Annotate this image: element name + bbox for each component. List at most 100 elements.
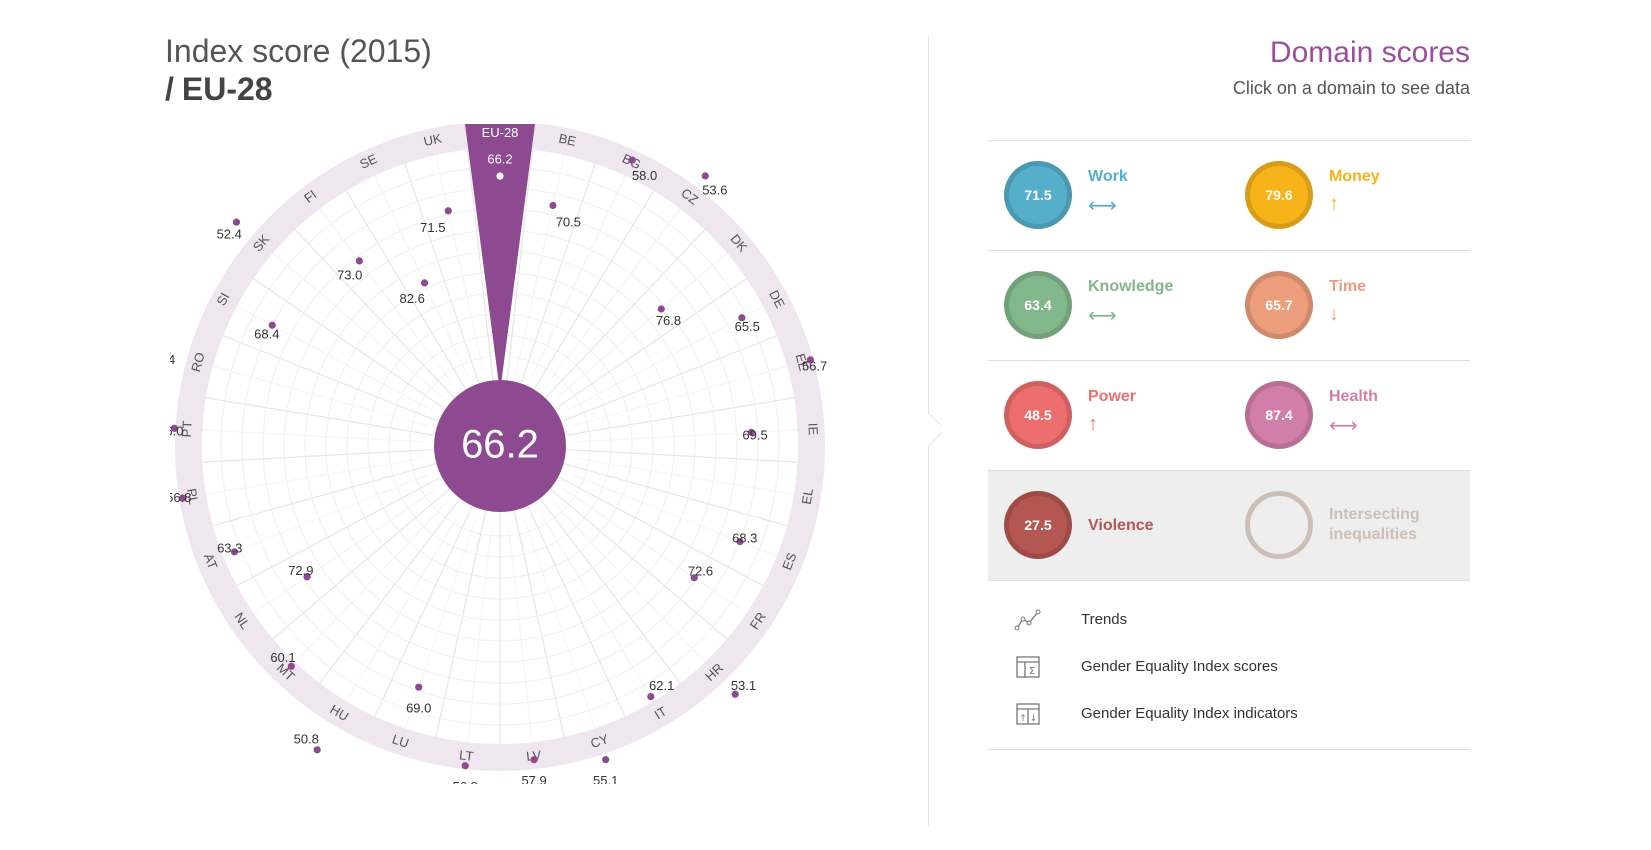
- domain-time[interactable]: 65.7 Time ↓: [1229, 251, 1470, 360]
- grid-spoke-minor: [435, 154, 485, 372]
- country-score-dot: [313, 746, 321, 754]
- country-score-dot: [461, 762, 469, 770]
- country-value-label: 56.7: [802, 358, 827, 373]
- country-label: SE: [357, 151, 379, 172]
- svg-text:Σ: Σ: [1029, 666, 1035, 677]
- country-label: PL: [184, 487, 201, 505]
- country-label: ES: [779, 550, 799, 572]
- country-label: EU-28: [482, 125, 519, 140]
- domain-money[interactable]: 79.6 Money ↑: [1229, 141, 1470, 250]
- country-value-label: 52.4: [217, 226, 242, 241]
- country-value-label: 69.0: [406, 701, 431, 716]
- country-label: UK: [422, 130, 443, 149]
- domain-name: Work: [1088, 168, 1128, 185]
- country-score-dot: [303, 573, 311, 581]
- country-value-label: 56.0: [170, 424, 183, 439]
- country-value-label: 63.3: [217, 541, 242, 556]
- grid-spoke-minor: [575, 429, 798, 443]
- grid-spoke-minor: [538, 510, 655, 702]
- country-value-label: 53.1: [731, 678, 756, 693]
- grid-spoke: [374, 505, 473, 717]
- country-value-label: 76.8: [656, 313, 681, 328]
- domain-name-line1: Intersecting: [1329, 506, 1420, 523]
- panel-divider-notch: [928, 412, 942, 448]
- grid-spoke: [205, 397, 435, 436]
- grid-spoke: [404, 163, 480, 384]
- trend-up-icon: ↑: [1088, 413, 1098, 435]
- grid-spoke: [554, 278, 747, 410]
- country-score-dot: [602, 756, 610, 764]
- selected-country-wedge: [465, 124, 535, 381]
- index-scores-link[interactable]: Σ Gender Equality Index scores: [988, 643, 1470, 690]
- domain-health[interactable]: 87.4 Health ⟷: [1229, 361, 1470, 470]
- country-label: BE: [557, 131, 577, 149]
- country-score-dot: [496, 172, 504, 180]
- country-value-label: 73.0: [337, 267, 362, 282]
- grid-spoke-minor: [531, 175, 626, 378]
- country-value-label: 53.6: [702, 182, 727, 197]
- grid-spoke: [561, 335, 778, 423]
- grid-spoke: [294, 229, 456, 399]
- country-score-dot: [230, 548, 239, 556]
- trends-link[interactable]: Trends: [988, 596, 1470, 643]
- grid-spoke-minor: [562, 488, 747, 614]
- domain-name: Time: [1329, 278, 1367, 295]
- grid-spoke-minor: [253, 488, 438, 614]
- country-score-dot: [690, 574, 698, 582]
- index-indicators-link-label: Gender Equality Index indicators: [1081, 705, 1298, 722]
- grid-spoke: [435, 510, 487, 738]
- trend-down-icon: ↓: [1329, 303, 1339, 325]
- grid-spoke-minor: [374, 175, 469, 378]
- country-value-label: 70.5: [556, 215, 581, 230]
- domain-work[interactable]: 71.5 Work ⟷: [988, 141, 1229, 250]
- domain-intersecting-inequalities[interactable]: Intersecting inequalities: [1229, 471, 1470, 580]
- country-score-dot: [170, 424, 179, 432]
- grid-spoke: [539, 498, 681, 684]
- country-score-dot: [736, 538, 744, 546]
- country-value-label: 57.9: [521, 773, 546, 784]
- country-score-dot: [738, 314, 746, 322]
- grid-spoke: [345, 190, 467, 390]
- country-value-label: 56.8: [453, 779, 478, 784]
- country-value-label: 62.1: [649, 678, 674, 693]
- country-value-label: 72.6: [688, 564, 713, 579]
- country-value-label: 55.1: [593, 773, 618, 784]
- domain-score-circle: 87.4: [1245, 381, 1313, 449]
- country-label: LV: [525, 747, 542, 764]
- index-indicators-link[interactable]: ↑ ↓ Gender Equality Index indicators: [988, 690, 1470, 737]
- grid-spoke: [236, 476, 442, 587]
- domain-name: Intersecting inequalities: [1329, 505, 1420, 545]
- domain-power[interactable]: 48.5 Power ↑: [988, 361, 1229, 470]
- country-value-label: 68.4: [254, 327, 279, 342]
- grid-spoke: [533, 190, 655, 390]
- updown-table-icon: ↑ ↓: [1013, 700, 1043, 728]
- country-score-dot: [731, 690, 739, 698]
- domain-knowledge[interactable]: 63.4 Knowledge ⟷: [988, 251, 1229, 360]
- domain-violence[interactable]: 27.5 Violence: [988, 471, 1229, 580]
- grid-spoke-minor: [345, 510, 462, 702]
- domain-name: Violence: [1088, 517, 1154, 534]
- trend-up-icon: ↑: [1329, 193, 1339, 215]
- grid-spoke-minor: [545, 208, 681, 386]
- grid-spoke: [527, 505, 626, 717]
- tool-links: Trends Σ Gender Equality Index scores ↑ ↓…: [988, 596, 1470, 750]
- grid-spoke: [558, 476, 764, 587]
- grid-spoke-minor: [557, 252, 728, 398]
- domain-panel-header: Domain scores Click on a domain to see d…: [1233, 36, 1470, 99]
- domain-score-circle: 71.5: [1004, 161, 1072, 229]
- country-value-label: 52.4: [170, 352, 175, 367]
- grid-spoke-minor: [272, 252, 443, 398]
- country-label: PT: [179, 420, 195, 437]
- country-label: LT: [458, 747, 474, 763]
- country-score-dot: [701, 172, 709, 180]
- country-score-dot: [647, 692, 655, 701]
- svg-text:↑: ↑: [1019, 714, 1027, 724]
- grid-spoke-minor: [212, 365, 427, 427]
- domain-score-circle: 27.5: [1004, 491, 1072, 559]
- country-score-dot: [355, 257, 363, 265]
- country-score-dot: [268, 321, 276, 329]
- domain-panel-subtitle: Click on a domain to see data: [1232, 78, 1470, 98]
- country-score-dot: [530, 756, 538, 764]
- domain-name: Knowledge: [1088, 278, 1174, 295]
- domain-score-circle: [1245, 491, 1313, 559]
